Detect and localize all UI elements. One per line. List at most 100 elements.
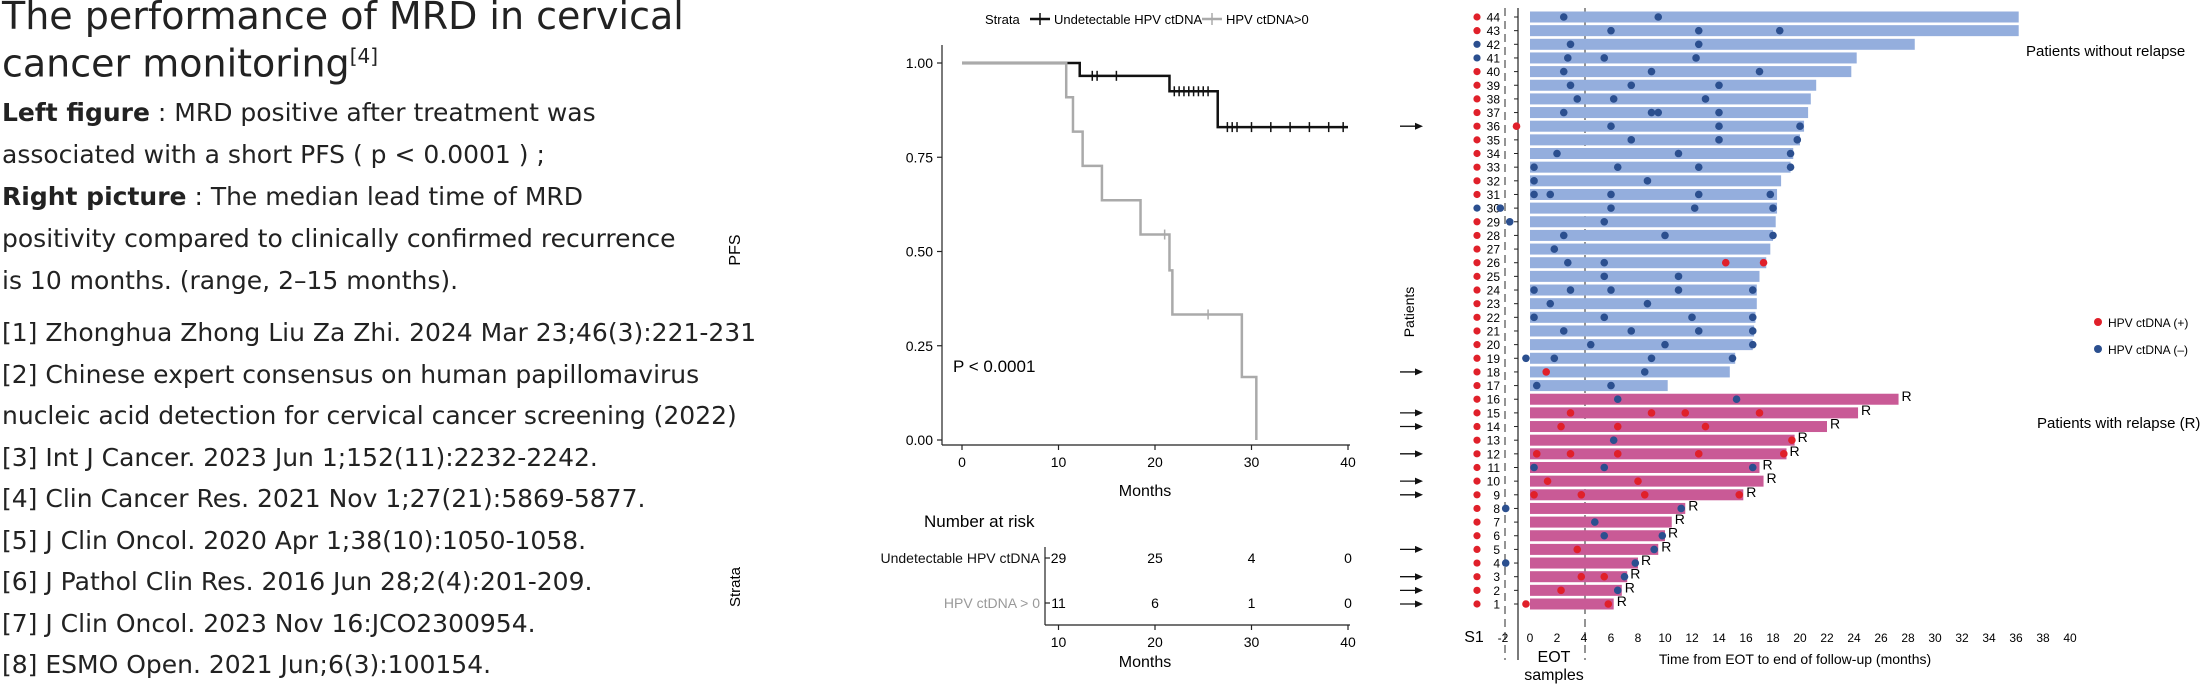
ctdna-dot [1550,354,1559,363]
patient-id: 42 [1487,38,1501,52]
follow-up-bar [1530,448,1787,460]
arrow-icon [1415,586,1423,594]
ctdna-dot [1607,122,1615,131]
follow-up-bar [1530,530,1665,542]
patient-id: 12 [1487,447,1501,461]
swimmer-x-ticks: -2 0 2 4 6 8 10 12 14 16 18 20 22 24 26 28 30 32 34 36 38 40 [1498,631,2077,645]
ctdna-dot [1715,122,1723,131]
reference-item: [8] ESMO Open. 2021 Jun;6(3):100154. [2,650,492,679]
patient-row: 14 R [1400,416,1840,434]
ctdna-dot [1661,340,1669,349]
patient-row: 21 [1473,324,1757,338]
relapse-marker: R [1790,443,1800,459]
s1-dot [1473,163,1481,171]
ctdna-dot [1557,586,1565,595]
swimmer-x-tick-label: 4 [1581,631,1588,645]
patient-id: 40 [1487,65,1501,79]
patient-row: 24 [1473,284,1757,298]
patient-id: 19 [1487,352,1501,366]
s1-dot [1473,108,1481,117]
patient-row: 28 [1473,229,1777,243]
arrow-icon [1415,368,1423,376]
s1-dot [1473,245,1481,253]
relapse-marker: R [1630,566,1640,582]
ctdna-dot [1694,26,1703,35]
ctdna-dot [1600,217,1609,226]
km-x-tick-label: 10 [1051,454,1067,470]
follow-up-bar [1530,461,1760,473]
ctdna-dot [1512,122,1521,131]
ctdna-dot [1566,450,1575,458]
s1-dot [1473,450,1481,458]
ctdna-dot [1681,409,1690,417]
follow-up-bar [1530,270,1760,282]
patient-id: 39 [1487,79,1501,93]
swimmer-x-tick-label: 36 [2009,631,2023,645]
left-figure-label: Left figure [2,98,150,127]
ctdna-dot [1573,95,1582,103]
ctdna-dot [1640,368,1649,376]
arrow-icon [1415,600,1423,608]
patient-id: 22 [1487,311,1501,325]
ctdna-dot [1796,122,1804,131]
relapse-marker: R [1746,484,1756,500]
patient-id: 24 [1487,284,1501,298]
ctdna-dot [1788,436,1796,444]
ctdna-dot [1600,272,1609,281]
km-x-tick-label: 30 [1244,454,1260,470]
patient-row: 19 [1473,352,1737,366]
patient-row: 16 R [1473,388,1912,407]
swimmer-x-tick-label: 0 [1527,631,1534,645]
arrow-icon [1415,450,1423,458]
patient-row: 32 [1473,174,1782,188]
km-y-tick-label: 1.00 [906,55,933,71]
follow-up-bar [1530,229,1773,241]
swimmer-x-tick-label: 30 [1928,631,1942,645]
s1-dot [1473,518,1481,526]
no-relapse-label: Patients without relapse [2026,43,2185,60]
km-series-line-1 [962,61,1258,440]
s1-dot [1473,54,1481,62]
ctdna-dot [1607,381,1615,390]
ctdna-dot [1505,217,1514,226]
ctdna-dot [1735,490,1744,499]
ctdna-dot [1647,108,1656,117]
swimmer-x-label: Time from EOT to end of follow-up (month… [1659,651,1931,667]
relapse-label: Patients with relapse (R) [2037,415,2200,432]
follow-up-bar [1530,148,1794,160]
legend-neg-label: HPV ctDNA (–) [2108,343,2188,357]
patient-id: 38 [1487,92,1501,106]
follow-up-bar [1530,325,1755,337]
patient-id: 13 [1487,434,1501,448]
ctdna-dot [1600,531,1609,540]
km-legend-label-0: Undetectable HPV ctDNA [1054,12,1202,27]
follow-up-bar [1530,25,2019,37]
s1-dot [1473,368,1481,376]
patient-id: 11 [1488,461,1501,475]
ctdna-dot [1577,490,1586,499]
km-legend: Strata Undetectable HPV ctDNA HPV ctDNA>… [985,12,1309,27]
patient-row: 12 R [1400,443,1800,461]
follow-up-bar [1530,407,1859,419]
risk-x-label: Months [1119,654,1171,671]
follow-up-bar [1530,216,1776,228]
ctdna-dot [1501,559,1510,567]
s1-dot [1473,177,1481,185]
patient-id: 4 [1493,557,1500,571]
km-y-ticks: 0.00 0.25 0.50 0.75 1.00 [906,55,942,448]
ctdna-dot [1715,136,1723,144]
follow-up-bar [1530,598,1614,610]
patient-id: 37 [1487,106,1501,120]
ctdna-dot [1694,450,1703,458]
follow-up-bar [1530,188,1778,200]
ctdna-dot [1748,286,1757,294]
relapse-marker: R [1767,470,1777,486]
follow-up-bar [1530,257,1767,269]
follow-up-bar [1530,421,1827,433]
ctdna-dot [1613,586,1622,595]
s1-dot [1473,81,1481,89]
follow-up-bar [1530,557,1638,569]
